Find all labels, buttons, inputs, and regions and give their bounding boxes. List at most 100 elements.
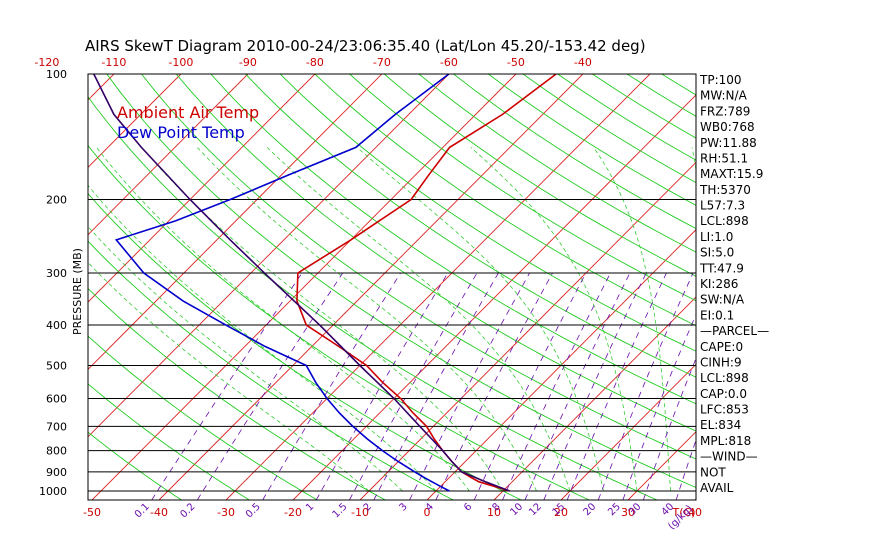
moist-adiabat-line bbox=[266, 147, 571, 492]
isotherm-line bbox=[88, 74, 383, 371]
mixing-ratio-line bbox=[675, 439, 696, 500]
stability-index-item: SI:5.0 bbox=[700, 246, 734, 260]
isotherm-line bbox=[91, 74, 517, 500]
mixing-ratio-line bbox=[197, 272, 344, 500]
dry-adiabat-line bbox=[88, 144, 589, 500]
isotherm-line bbox=[225, 74, 651, 500]
plot-frame bbox=[87, 73, 697, 501]
stability-index-item: L57:7.3 bbox=[700, 199, 745, 213]
stability-index-item: RH:51.1 bbox=[700, 151, 748, 165]
stability-index-item: MPL:818 bbox=[700, 434, 751, 448]
mixing-ratio-label: 6 bbox=[462, 501, 474, 513]
stability-index-item: EI:0.1 bbox=[700, 308, 734, 322]
bottom-temperature-tick-label: 20 bbox=[554, 506, 568, 519]
bottom-temperature-tick-label: 10 bbox=[487, 506, 501, 519]
dry-adiabat-line bbox=[210, 74, 696, 405]
dew-point-temp-line bbox=[114, 74, 450, 492]
chart-title: AIRS SkewT Diagram 2010-00-24/23:06:35.4… bbox=[85, 37, 646, 55]
stability-index-item: EL:834 bbox=[700, 418, 741, 432]
mixing-ratio-label: 10 bbox=[508, 501, 525, 518]
top-temperature-tick-label: -70 bbox=[373, 56, 391, 69]
dry-adiabat-line bbox=[88, 335, 318, 500]
stability-index-item: CAP:0.0 bbox=[700, 387, 747, 401]
isotherm-line bbox=[829, 74, 870, 500]
stability-index-item: LCL:898 bbox=[700, 214, 749, 228]
bottom-temperature-tick-label: 0 bbox=[424, 506, 431, 519]
stability-index-item: CAPE:0 bbox=[700, 340, 743, 354]
dry-adiabat-line bbox=[245, 74, 696, 378]
top-temperature-tick-label: -90 bbox=[239, 56, 257, 69]
top-temperature-tick-label: -40 bbox=[574, 56, 592, 69]
stability-index-item: SW:N/A bbox=[700, 293, 745, 307]
isotherm-line bbox=[0, 74, 47, 500]
stability-index-item: TT:47.9 bbox=[699, 261, 744, 275]
mixing-ratio-label: 12 bbox=[527, 501, 544, 518]
bottom-temperature-tick-label: -50 bbox=[83, 506, 101, 519]
isotherm-line bbox=[292, 94, 696, 500]
stability-index-item: LCL:898 bbox=[700, 371, 749, 385]
stability-index-item: LFC:853 bbox=[700, 403, 749, 417]
stability-index-item: AVAIL bbox=[700, 481, 734, 495]
stability-index-item: TP:100 bbox=[699, 73, 742, 87]
dry-adiabat-line bbox=[488, 74, 696, 206]
dry-adiabat-line bbox=[661, 74, 696, 96]
pressure-tick-label: 1000 bbox=[39, 485, 67, 498]
y-axis-label: PRESSURE (MB) bbox=[71, 248, 84, 335]
isotherm-line bbox=[88, 74, 316, 303]
pressure-tick-label: 300 bbox=[46, 267, 67, 280]
stability-index-item: FRZ:789 bbox=[700, 104, 750, 118]
mixing-ratio-label: 0.5 bbox=[244, 501, 263, 520]
mixing-ratio-line bbox=[622, 313, 696, 500]
mixing-ratio-line bbox=[643, 357, 696, 500]
top-temperature-tick-label: -60 bbox=[440, 56, 458, 69]
mixing-ratio-line bbox=[373, 272, 499, 500]
pressure-tick-label: 400 bbox=[46, 319, 67, 332]
stability-index-item: WB0:768 bbox=[700, 120, 755, 134]
isotherm-line bbox=[158, 74, 584, 500]
isotherm-line bbox=[88, 74, 182, 169]
mixing-ratio-line bbox=[597, 272, 694, 500]
mixing-ratio-label: 0.2 bbox=[178, 501, 197, 520]
mixing-ratio-line bbox=[435, 272, 553, 500]
moist-adiabat-line bbox=[88, 184, 437, 492]
stability-index-item: LI:1.0 bbox=[700, 230, 733, 244]
pressure-tick-label: 800 bbox=[46, 445, 67, 458]
legend-dew-point-temp: Dew Point Temp bbox=[117, 123, 245, 142]
dry-adiabat-line bbox=[88, 192, 522, 500]
bottom-temperature-tick-label: -40 bbox=[150, 506, 168, 519]
stability-index-item: MW:N/A bbox=[700, 89, 748, 103]
stability-index-item: CINH:9 bbox=[700, 355, 742, 369]
top-temperature-tick-label: -80 bbox=[306, 56, 324, 69]
dry-adiabat-line bbox=[175, 74, 696, 432]
mixing-ratio-line bbox=[502, 272, 611, 500]
stability-index-item: TH:5370 bbox=[699, 183, 751, 197]
stability-index-item: PW:11.88 bbox=[700, 136, 757, 150]
moist-adiabat-line bbox=[88, 261, 370, 492]
pressure-tick-label: 500 bbox=[46, 359, 67, 372]
mixing-ratio-line bbox=[315, 272, 449, 500]
stability-index-item: —WIND— bbox=[700, 450, 758, 464]
dry-adiabat-line bbox=[88, 95, 657, 500]
dry-adiabat-line bbox=[88, 431, 182, 500]
moist-adiabat-line bbox=[197, 147, 537, 492]
dry-adiabat-line bbox=[88, 383, 250, 500]
grid-layer bbox=[0, 74, 870, 500]
bottom-temperature-tick-label: 30 bbox=[621, 506, 635, 519]
mixing-ratio-line bbox=[151, 272, 303, 500]
pressure-tick-label: 700 bbox=[46, 420, 67, 433]
mixing-ratio-line bbox=[566, 272, 667, 500]
mixing-ratio-label: 3 bbox=[397, 501, 409, 513]
pressure-tick-label: 200 bbox=[46, 194, 67, 207]
moist-adiabat-line bbox=[356, 147, 604, 492]
dry-adiabat-line bbox=[453, 74, 696, 230]
top-temperature-tick-label: -110 bbox=[101, 56, 126, 69]
series-layer bbox=[93, 74, 557, 492]
pressure-tick-label: 900 bbox=[46, 466, 67, 479]
moist-adiabat-line bbox=[141, 147, 504, 492]
parcel-path-line bbox=[93, 74, 510, 492]
dry-adiabat-line bbox=[141, 74, 696, 460]
mixing-ratio-line bbox=[349, 272, 478, 500]
moist-adiabat-line bbox=[593, 147, 671, 492]
